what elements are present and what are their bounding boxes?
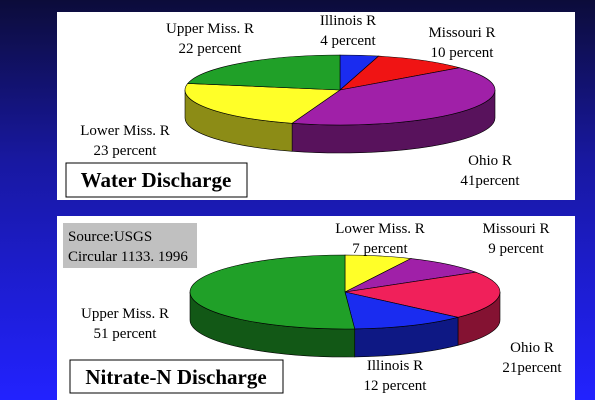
value-label: 4 percent [320, 33, 376, 49]
value-label: 23 percent [94, 143, 158, 159]
slice [338, 55, 460, 91]
slice [344, 271, 501, 318]
slice [187, 54, 341, 91]
slice [344, 291, 459, 330]
value-label: 7 percent [352, 241, 408, 257]
slice-label: Missouri R [482, 221, 549, 237]
slice-label: Ohio R [468, 153, 512, 169]
slice-label: Missouri R [428, 25, 495, 41]
value-label: 22 percent [179, 41, 243, 57]
slice-label: Lower Miss. R [80, 123, 170, 139]
slice-label: Upper Miss. R [166, 21, 254, 37]
chart-title: Nitrate-N Discharge [85, 365, 266, 389]
chart-title: Water Discharge [81, 168, 232, 192]
value-label: 10 percent [431, 45, 495, 61]
source-box [63, 223, 197, 268]
slice-label: Upper Miss. R [81, 306, 169, 322]
value-label: 51 percent [94, 326, 158, 342]
value-label: 12 percent [364, 378, 428, 394]
annotation: Source:USGS [68, 229, 152, 245]
value-label: 21percent [502, 360, 562, 376]
title-box [65, 162, 248, 198]
slice [344, 258, 478, 293]
value-label: 41percent [460, 173, 520, 189]
annotation: Circular 1133. 1996 [68, 249, 188, 265]
slice [291, 67, 496, 126]
slice [189, 254, 356, 330]
title-box [69, 359, 284, 394]
value-label: 9 percent [488, 241, 544, 257]
slice-label: Illinois R [320, 13, 376, 29]
slice [184, 83, 341, 124]
slice-label: Lower Miss. R [335, 221, 425, 237]
slice-label: Illinois R [367, 358, 423, 374]
slice-label: Ohio R [510, 340, 554, 356]
